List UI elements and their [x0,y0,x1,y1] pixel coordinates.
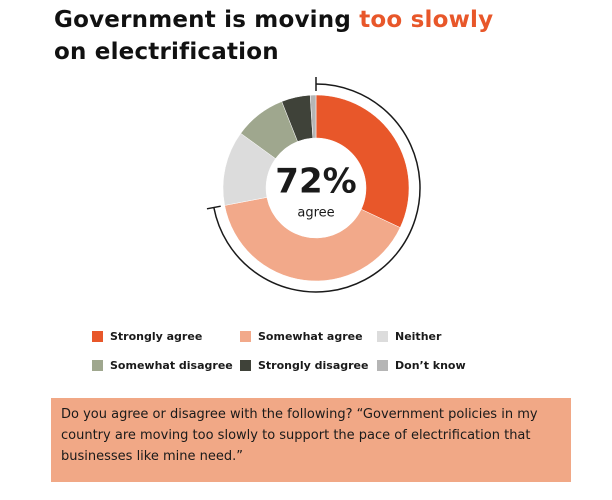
legend-swatch [92,360,103,371]
legend-swatch [240,360,251,371]
legend-label: Don’t know [395,359,466,372]
agree-bracket [213,83,421,293]
chart-title: Government is moving too slowly on electr… [54,4,493,68]
legend-swatch [240,331,251,342]
legend-label: Strongly agree [110,330,202,343]
title-highlight: too slowly [359,7,494,33]
legend-label: Neither [395,330,442,343]
legend-swatch [92,331,103,342]
question-note: Do you agree or disagree with the follow… [51,398,571,482]
center-value: 72% [275,162,356,202]
legend-swatch [377,331,388,342]
donut-segment [315,94,410,228]
title-lead: Government is moving [54,7,351,33]
title-tail: on electrification [54,39,279,65]
legend-swatch [377,360,388,371]
legend-label: Somewhat agree [258,330,363,343]
center-caption: agree [297,206,334,221]
donut-segment [224,197,401,282]
chart: 72% agree Strongly agree Somewhat agree Ne… [92,77,466,372]
bracket-end [206,205,221,210]
legend-label: Somewhat disagree [110,359,233,372]
donut-segment [309,94,317,139]
legend-label: Strongly disagree [258,359,368,372]
